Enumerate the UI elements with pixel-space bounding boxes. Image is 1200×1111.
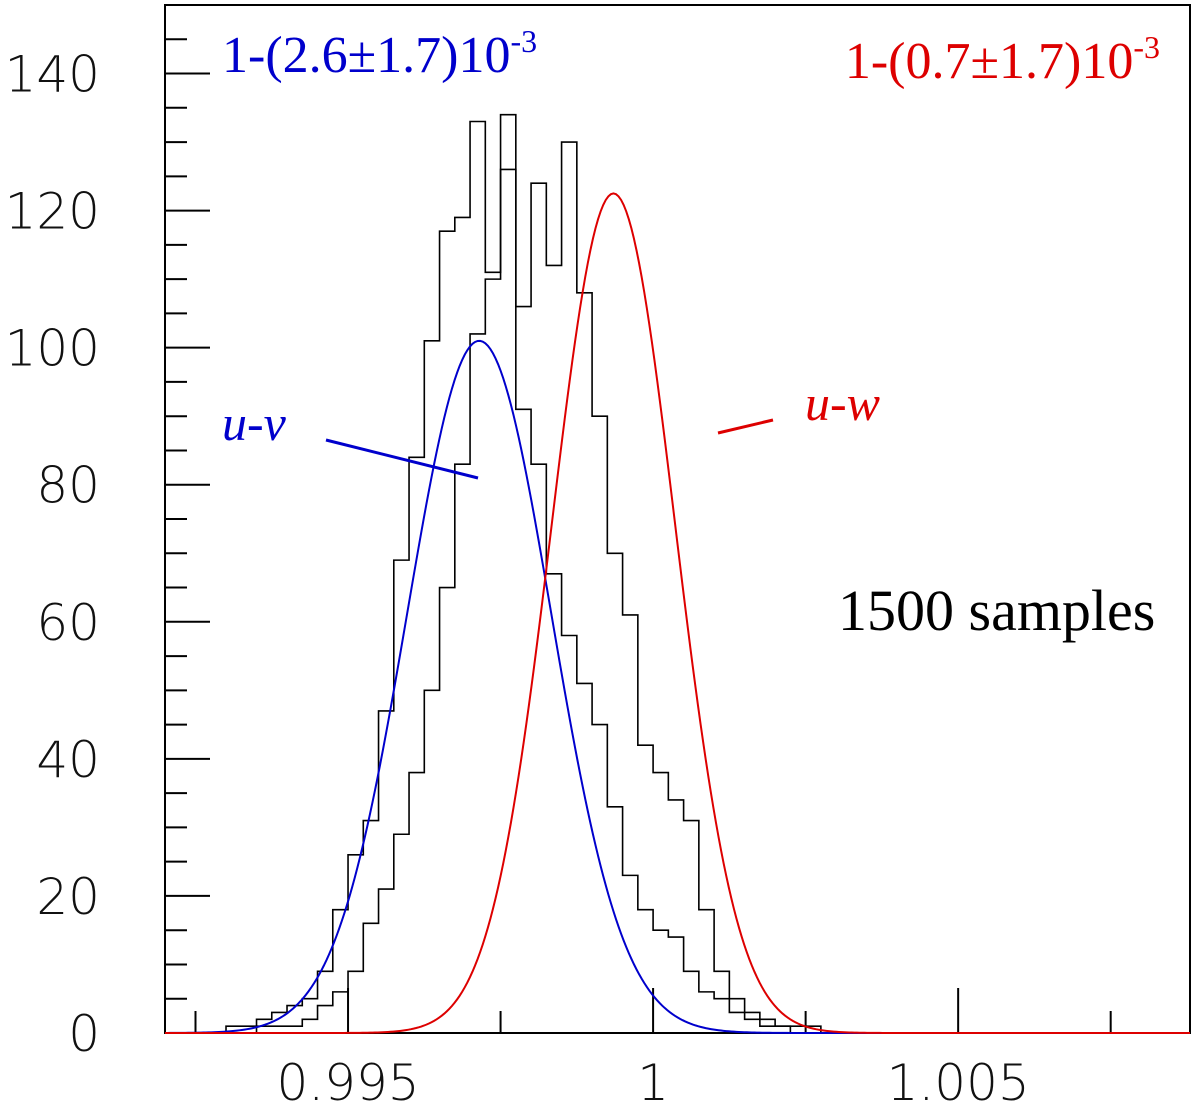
- histogram-series-0: [225, 113, 792, 1033]
- blue-fit-result-base: 1-(2.6±1.7)10: [222, 27, 511, 84]
- red-fit-result: 1-(0.7±1.7)10-3: [845, 29, 1160, 90]
- fit-curves: [164, 192, 1190, 1034]
- fit-curve-u-w: [165, 192, 1190, 1034]
- y-tick-label: 40: [36, 731, 100, 789]
- histogram-series-1: [255, 141, 822, 1033]
- y-tick-label: 120: [5, 183, 100, 241]
- u-v-label: u-v: [222, 395, 287, 451]
- histogram-bars: [225, 113, 822, 1033]
- fit-curve-u-v: [164, 339, 1190, 1034]
- y-axis: 0 20 40 60 80 100 120 140: [5, 38, 210, 1063]
- y-tick-label: 80: [36, 457, 100, 515]
- u-v-pointer-line: [325, 438, 479, 480]
- x-tick-label: 0.995: [276, 1054, 419, 1111]
- u-w-label: u-w: [805, 375, 880, 431]
- y-tick-label: 0: [68, 1005, 100, 1063]
- x-tick-label: 1.005: [887, 1054, 1030, 1111]
- y-tick-label: 60: [36, 594, 100, 652]
- y-tick-label: 20: [36, 868, 100, 926]
- samples-label: 1500 samples: [838, 578, 1155, 643]
- blue-fit-result-exponent: -3: [511, 23, 538, 59]
- x-tick-label: 1: [637, 1054, 669, 1111]
- y-tick-label: 100: [5, 320, 100, 378]
- y-tick-label: 140: [5, 46, 100, 104]
- red-fit-result-base: 1-(0.7±1.7)10: [845, 33, 1134, 90]
- red-fit-result-exponent: -3: [1133, 29, 1160, 65]
- blue-fit-result: 1-(2.6±1.7)10-3: [222, 23, 537, 84]
- x-axis: 0.995 1 1.005: [194, 988, 1112, 1111]
- plot-frame: [164, 4, 1191, 1034]
- u-w-pointer-line: [717, 418, 774, 435]
